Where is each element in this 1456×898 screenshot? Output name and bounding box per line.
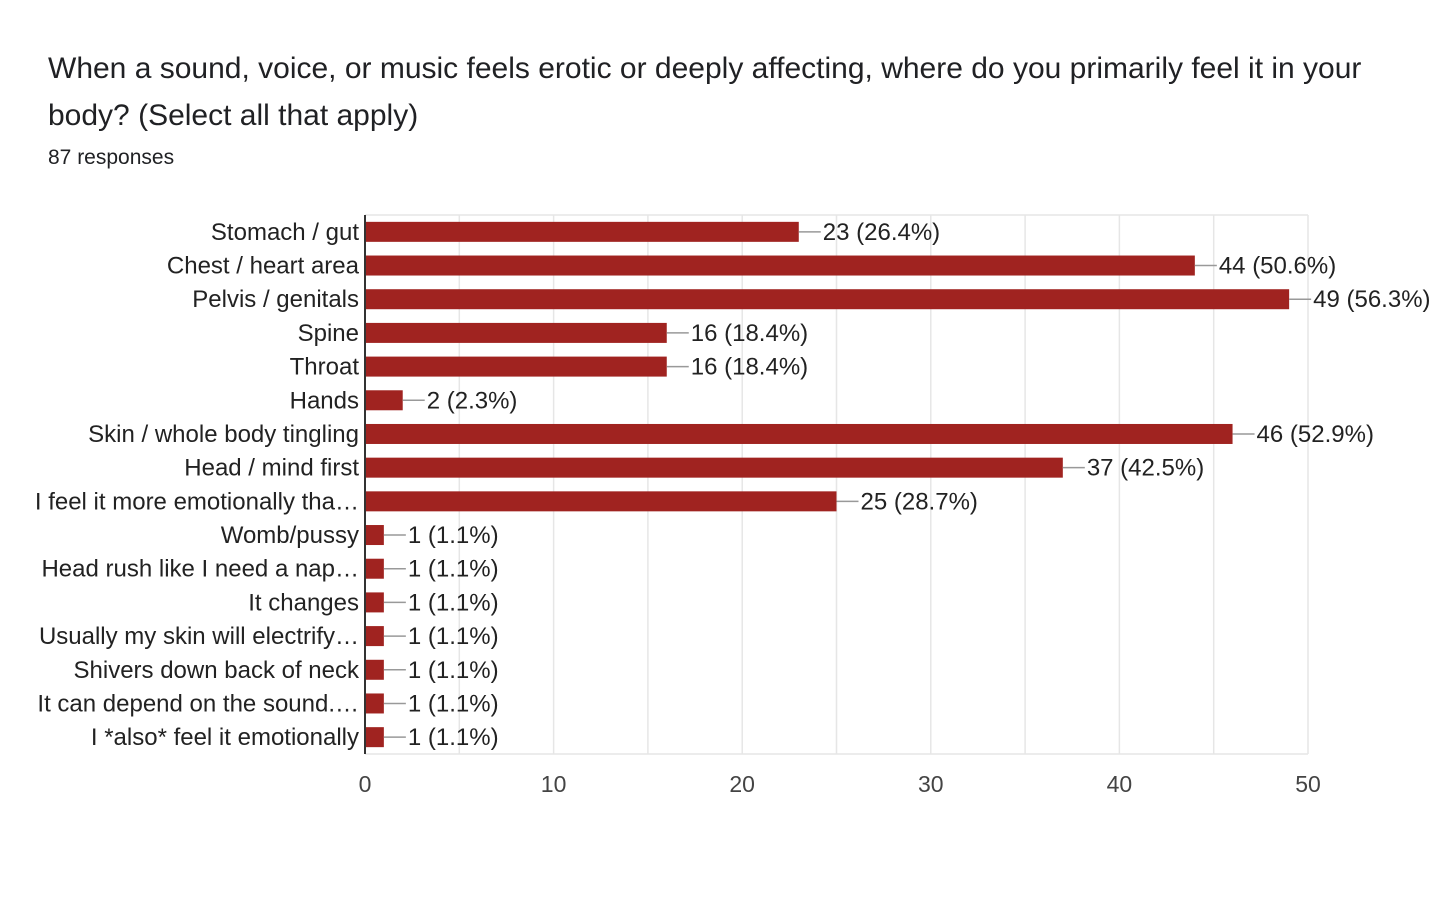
x-tick-label: 0: [359, 771, 372, 797]
data-label: 1 (1.1%): [408, 724, 499, 751]
bar: [365, 457, 1063, 478]
bar: [365, 558, 384, 579]
bar: [365, 693, 384, 714]
category-label: Womb/pussy: [221, 522, 359, 549]
bar: [365, 659, 384, 680]
category-label: Throat: [290, 354, 360, 381]
response-count: 87 responses: [48, 146, 175, 169]
category-label: Stomach / gut: [211, 219, 359, 246]
bar: [365, 423, 1233, 444]
data-label: 1 (1.1%): [408, 556, 499, 583]
x-tick-label: 40: [1107, 771, 1133, 797]
data-label: 49 (56.3%): [1313, 286, 1430, 313]
category-label: It changes: [248, 589, 359, 616]
category-label: Shivers down back of neck: [74, 657, 360, 684]
category-label: I feel it more emotionally tha…: [35, 488, 359, 515]
category-label: Head rush like I need a nap…: [41, 556, 359, 583]
bar: [365, 390, 403, 411]
data-label: 37 (42.5%): [1087, 455, 1204, 482]
bar: [365, 322, 667, 343]
data-label: 16 (18.4%): [691, 320, 808, 347]
x-tick-label: 30: [918, 771, 944, 797]
category-label: Chest / heart area: [167, 253, 360, 280]
bar: [365, 626, 384, 647]
bar: [365, 491, 837, 512]
category-label: Skin / whole body tingling: [88, 421, 359, 448]
category-label: It can depend on the sound.…: [37, 690, 359, 717]
data-label: 16 (18.4%): [691, 354, 808, 381]
data-label: 46 (52.9%): [1257, 421, 1374, 448]
data-label: 2 (2.3%): [427, 387, 518, 414]
x-tick-label: 10: [541, 771, 567, 797]
data-label: 25 (28.7%): [861, 488, 978, 515]
data-label: 23 (26.4%): [823, 219, 940, 246]
x-tick-label: 20: [729, 771, 755, 797]
chart-title: When a sound, voice, or music feels erot…: [48, 52, 1362, 132]
category-label: Pelvis / genitals: [192, 286, 359, 313]
category-label: Hands: [290, 387, 359, 414]
category-label: Spine: [298, 320, 359, 347]
data-label: 1 (1.1%): [408, 657, 499, 684]
category-label: Usually my skin will electrify…: [39, 623, 359, 650]
data-label: 1 (1.1%): [408, 522, 499, 549]
data-label: 1 (1.1%): [408, 623, 499, 650]
bar: [365, 727, 384, 748]
category-label: I *also* feel it emotionally: [91, 724, 359, 751]
data-label: 1 (1.1%): [408, 690, 499, 717]
x-tick-label: 50: [1295, 771, 1321, 797]
category-label: Head / mind first: [184, 455, 359, 482]
data-label: 1 (1.1%): [408, 589, 499, 616]
bar: [365, 289, 1290, 310]
bar: [365, 525, 384, 546]
bar: [365, 221, 799, 242]
bar: [365, 592, 384, 613]
data-label: 44 (50.6%): [1219, 253, 1336, 280]
bar: [365, 356, 667, 377]
bar: [365, 255, 1195, 276]
